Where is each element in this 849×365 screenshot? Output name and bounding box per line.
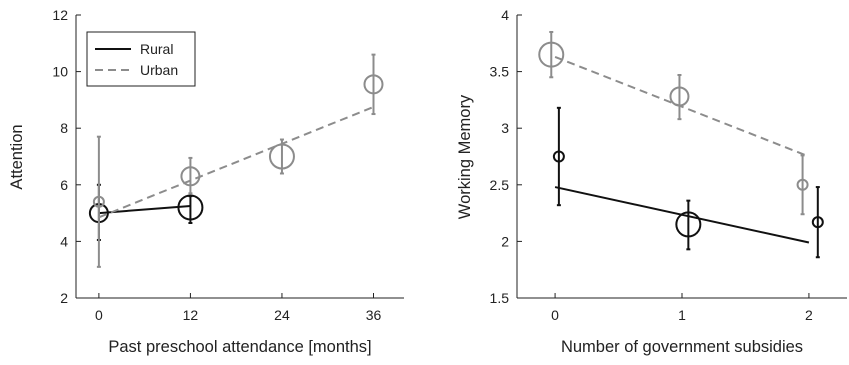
y-tick-label: 12	[52, 7, 68, 23]
y-tick-label: 3	[501, 120, 509, 136]
y-tick-label: 2	[501, 233, 509, 249]
y-axis-label: Working Memory	[456, 94, 474, 219]
data-point	[92, 195, 105, 208]
data-point	[675, 211, 702, 238]
y-tick-label: 4	[60, 233, 68, 249]
y-tick-label: 1.5	[490, 290, 510, 306]
x-tick-label: 36	[366, 307, 382, 323]
series-urban	[92, 53, 384, 268]
trend-line	[554, 55, 810, 158]
y-tick-label: 10	[52, 64, 68, 80]
x-tick-label: 24	[274, 307, 290, 323]
x-tick-label: 12	[183, 307, 199, 323]
x-axis-label: Number of government subsidies	[561, 338, 803, 356]
trend-line	[98, 106, 374, 219]
series-rural	[88, 183, 204, 241]
y-tick-label: 8	[60, 120, 68, 136]
data-point	[669, 86, 690, 107]
x-tick-label: 0	[551, 307, 559, 323]
legend: Rural Urban	[86, 31, 196, 87]
y-tick-label: 2.5	[490, 177, 510, 193]
data-point	[363, 74, 384, 95]
data-point	[177, 194, 204, 221]
data-point	[180, 166, 201, 187]
data-point	[811, 216, 824, 229]
legend-box	[86, 31, 196, 87]
data-point	[268, 143, 295, 170]
legend-label-urban: Urban	[140, 62, 178, 78]
y-axis-label: Attention	[8, 124, 26, 189]
y-tick-label: 4	[501, 7, 509, 23]
data-point	[796, 178, 809, 191]
data-point	[538, 41, 565, 68]
working-memory-chart: 0 1 2 1.5 2 2.5 3 3.5 4 Number of government subs…	[456, 7, 847, 356]
y-tick-label: 3.5	[490, 64, 510, 80]
y-tick-label: 6	[60, 177, 68, 193]
series-rural	[552, 106, 824, 259]
series-urban	[538, 30, 810, 216]
data-point	[552, 150, 565, 163]
legend-label-rural: Rural	[140, 41, 173, 57]
x-tick-label: 1	[678, 307, 686, 323]
y-tick-label: 2	[60, 290, 68, 306]
x-tick-label: 0	[95, 307, 103, 323]
x-tick-label: 2	[805, 307, 813, 323]
x-axis-label: Past preschool attendance [months]	[108, 338, 371, 356]
